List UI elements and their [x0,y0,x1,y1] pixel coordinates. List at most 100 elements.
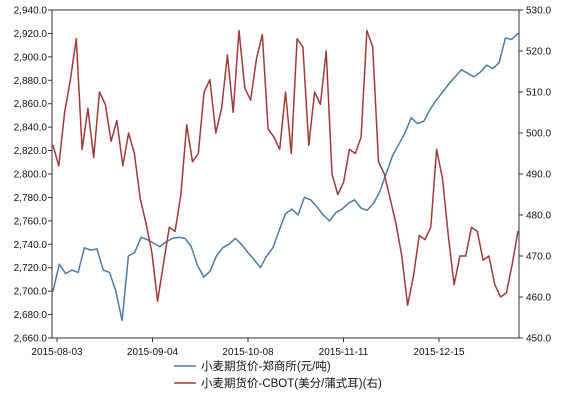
series-1-point [127,255,129,257]
series-1-point [347,202,349,204]
series-2-point [221,107,223,109]
series-1-point [190,246,192,248]
series-1-point [291,208,293,210]
series-1-point [83,247,85,249]
series-1-point [102,269,104,271]
series-1-point [115,290,117,292]
series-1-point [90,249,92,251]
series-2-point [453,284,455,286]
series-1-point [253,258,255,261]
series-2-point [383,173,385,175]
series-2-point [250,99,252,101]
series-2-point [302,46,304,48]
series-2-point [128,132,130,134]
series-2-point [209,79,211,81]
series-1-point [71,269,73,271]
series-2-point [58,165,60,167]
series-2-point [191,161,194,163]
series-2-point [319,103,321,105]
series-2-point [110,140,112,142]
series-2-point [389,198,391,200]
series-2-point [238,29,240,32]
x-tick-label: 2015-11-11 [319,347,369,358]
series-2-point [517,230,519,232]
series-line-1 [52,32,519,322]
series-2-point [232,111,234,114]
series-1-point [316,206,318,208]
series-1-point [511,38,513,40]
series-1-point [504,37,506,39]
series-1-point [58,263,60,265]
series-2-point [494,284,496,286]
y-left-tick-label: 2,920.0 [14,29,48,40]
series-1-point [498,62,500,64]
y-left-tick-label: 2,660.0 [14,334,48,345]
series-1-point [335,212,337,214]
series-1-point [234,237,236,239]
series-1-point [429,109,431,111]
series-1-point [159,246,161,248]
series-1-point [328,220,331,222]
series-1-point [442,91,444,93]
y-left-tick-label: 2,860.0 [14,99,48,110]
y-left-tick-label: 2,760.0 [14,216,48,227]
plot-frame [51,9,520,339]
series-2-point [488,255,490,257]
series-1-point [410,117,412,119]
series-1-point [196,264,199,266]
series-2-point [314,91,316,93]
series-1-point [404,132,406,134]
series-2-point [418,234,420,237]
series-1-point [134,251,136,254]
series-2-point [162,263,164,265]
y-left-tick-label: 2,900.0 [14,52,48,63]
series-1-point [310,199,312,201]
series-2-point [476,230,478,232]
series-line-2 [52,29,519,306]
y-left-tick-label: 2,880.0 [14,76,48,87]
series-2-point [133,152,135,155]
series-2-point [98,91,101,93]
series-2-point [360,136,362,138]
series-1-point [517,32,519,35]
series-2-point [64,111,66,114]
legend-label: 小麦期货价-CBOT(美分/蒲式耳)(右) [201,376,382,390]
y-left-tick-label: 2,740.0 [14,240,48,251]
series-1-point [228,243,230,245]
series-2-point [284,91,287,93]
series-2-point [482,259,484,261]
series-2-point [104,103,106,105]
series-2-point [290,152,292,155]
series-2-point [69,79,71,81]
series-1-point [203,276,205,278]
series-1-point [360,207,362,209]
series-2-point [337,193,339,196]
series-2-point [87,107,89,109]
series-2-point [151,251,153,253]
series-2-point [203,91,205,93]
series-2-point [139,198,141,200]
series-1-point [121,319,123,321]
series-2-point [343,181,345,183]
series-2-point [470,226,473,228]
series-1-point [222,247,224,249]
y-right-tick-label: 530.0 [526,6,551,17]
series-1-point [391,155,393,157]
y-left-tick-label: 2,780.0 [14,193,48,204]
x-tick-label: 2015-09-04 [127,347,179,358]
series-2-point [511,263,513,265]
series-2-point [93,157,95,159]
series-2-point [75,38,77,40]
y-right-tick-label: 490.0 [526,170,551,181]
x-tick-label: 2015-12-15 [413,347,465,358]
series-2-point [465,255,467,257]
series-2-point [424,239,426,241]
y-right-tick-label: 450.0 [526,334,551,345]
series-1-point [448,83,450,85]
y-left-tick-label: 2,720.0 [14,263,48,274]
series-2-point [226,54,228,56]
series-2-point [180,193,182,196]
y-left-tick-label: 2,820.0 [14,146,48,157]
